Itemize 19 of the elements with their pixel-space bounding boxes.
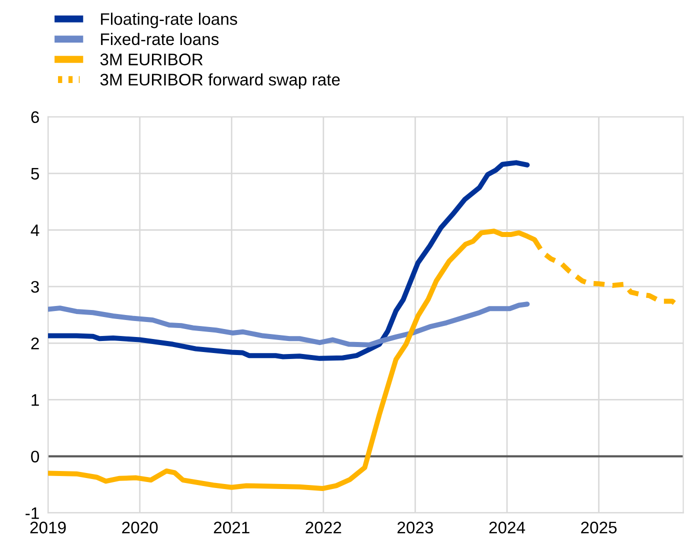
- y-tick-label: 4: [30, 224, 40, 236]
- y-tick-label: 2: [31, 338, 39, 350]
- y-tick-label: -1: [26, 507, 39, 519]
- y-tick-label: 6: [31, 111, 39, 124]
- x-tick-label: 2020: [122, 522, 158, 534]
- x-tick-label: 2023: [398, 522, 434, 534]
- y-tick-label: 5: [31, 168, 39, 180]
- legend-label: 3M EURIBOR forward swap rate: [100, 73, 340, 89]
- x-tick-label: 2021: [214, 522, 250, 534]
- y-tick-label: 3: [31, 280, 39, 293]
- y-tick-label: 0: [31, 450, 40, 462]
- x-tick-label: 2019: [30, 522, 66, 534]
- legend-label: Fixed-rate loans: [101, 32, 219, 46]
- legend-label: 3M EURIBOR: [100, 54, 203, 66]
- x-tick-label: 2025: [581, 522, 617, 534]
- y-tick-label: 1: [32, 394, 39, 406]
- x-tick-label: 2024: [489, 522, 526, 534]
- legend-label: Floating-rate loans: [101, 12, 238, 28]
- x-tick-label: 2022: [306, 522, 342, 534]
